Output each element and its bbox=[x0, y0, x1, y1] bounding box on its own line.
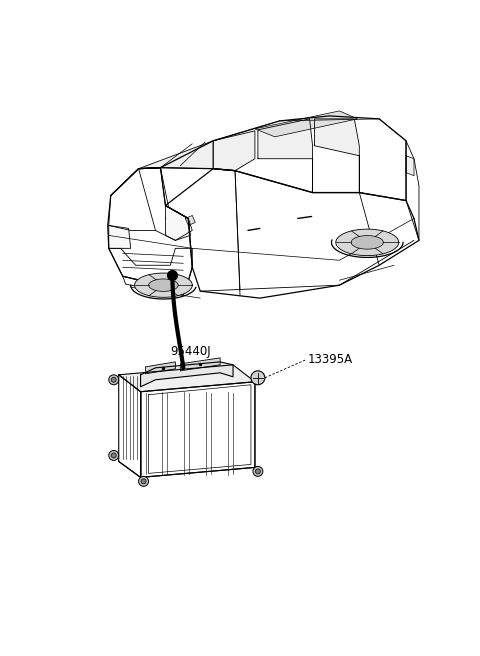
Polygon shape bbox=[109, 226, 131, 249]
Polygon shape bbox=[119, 375, 141, 478]
Polygon shape bbox=[406, 155, 414, 176]
Polygon shape bbox=[109, 168, 192, 240]
Polygon shape bbox=[119, 365, 255, 392]
Circle shape bbox=[255, 469, 260, 474]
Polygon shape bbox=[145, 362, 175, 374]
Polygon shape bbox=[213, 131, 255, 171]
Circle shape bbox=[109, 375, 119, 385]
Polygon shape bbox=[180, 358, 220, 371]
Circle shape bbox=[253, 466, 263, 476]
Circle shape bbox=[255, 375, 260, 380]
Polygon shape bbox=[141, 382, 255, 478]
Polygon shape bbox=[139, 116, 406, 201]
Polygon shape bbox=[314, 119, 360, 193]
Circle shape bbox=[139, 476, 148, 486]
Polygon shape bbox=[406, 141, 419, 240]
Polygon shape bbox=[255, 111, 357, 137]
Polygon shape bbox=[134, 273, 192, 297]
Text: 95440J: 95440J bbox=[170, 345, 211, 358]
Polygon shape bbox=[351, 236, 384, 249]
Polygon shape bbox=[336, 229, 399, 256]
Circle shape bbox=[251, 371, 265, 385]
Circle shape bbox=[111, 377, 116, 382]
Circle shape bbox=[109, 451, 119, 461]
Polygon shape bbox=[141, 362, 233, 387]
Polygon shape bbox=[185, 215, 195, 226]
Circle shape bbox=[111, 453, 116, 458]
Polygon shape bbox=[148, 385, 251, 474]
Circle shape bbox=[253, 373, 263, 382]
Polygon shape bbox=[123, 276, 185, 295]
Polygon shape bbox=[166, 169, 419, 298]
Polygon shape bbox=[109, 249, 192, 291]
Polygon shape bbox=[149, 279, 178, 291]
Polygon shape bbox=[258, 119, 312, 193]
Text: 13395A: 13395A bbox=[308, 354, 353, 366]
Polygon shape bbox=[108, 168, 192, 291]
Polygon shape bbox=[139, 141, 213, 169]
Polygon shape bbox=[166, 205, 190, 240]
Circle shape bbox=[141, 479, 146, 484]
